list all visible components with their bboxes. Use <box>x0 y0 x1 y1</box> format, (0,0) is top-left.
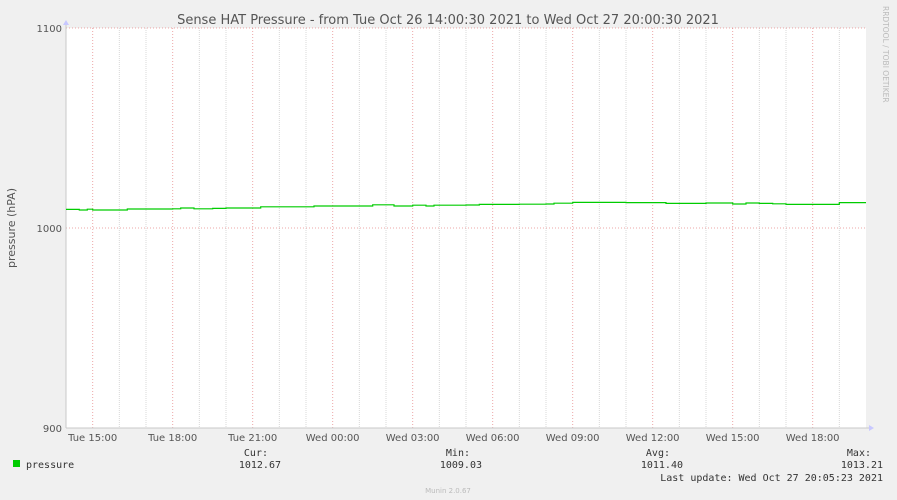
y-tick-label: 1100 <box>37 24 62 35</box>
legend-max-value: 1013.21 <box>841 460 883 471</box>
legend-max-label: Max: <box>847 448 871 459</box>
rrdtool-watermark: RRDTOOL / TOBI OETIKER <box>881 6 890 103</box>
tick-labels: 900 1000 1100 Tue 15:00 Tue 18:00 Tue 21:00 We… <box>37 24 840 444</box>
y-axis-arrow <box>63 20 69 25</box>
series-line-pressure <box>66 201 866 211</box>
grid-lines <box>66 27 866 428</box>
y-axis-label: pressure (hPA) <box>5 188 18 268</box>
x-tick-label: Tue 18:00 <box>147 433 197 444</box>
x-tick-label: Wed 18:00 <box>786 433 840 444</box>
legend-cur-value: 1012.67 <box>239 460 281 471</box>
x-tick-label: Wed 03:00 <box>386 433 440 444</box>
axes <box>63 20 874 431</box>
legend-avg-value: 1011.40 <box>641 460 683 471</box>
series-lines <box>66 201 866 211</box>
y-tick-label: 1000 <box>37 224 62 235</box>
legend-min-label: Min: <box>446 448 470 459</box>
x-tick-label: Wed 06:00 <box>466 433 520 444</box>
x-tick-label: Wed 00:00 <box>306 433 360 444</box>
legend-swatch-pressure <box>13 460 20 467</box>
x-tick-label: Tue 21:00 <box>227 433 277 444</box>
y-tick-label: 900 <box>43 424 62 435</box>
munin-footer: Munin 2.0.67 <box>425 487 471 495</box>
chart-title: Sense HAT Pressure - from Tue Oct 26 14:… <box>177 13 719 28</box>
last-update: Last update: Wed Oct 27 20:05:23 2021 <box>660 473 883 484</box>
legend-label-pressure: pressure <box>26 460 74 471</box>
x-tick-label: Wed 09:00 <box>546 433 600 444</box>
x-tick-label: Tue 15:00 <box>67 433 117 444</box>
legend-avg-label: Avg: <box>646 448 670 459</box>
legend-cur-label: Cur: <box>244 448 268 459</box>
legend-min-value: 1009.03 <box>440 460 482 471</box>
x-tick-label: Wed 15:00 <box>706 433 760 444</box>
x-axis-arrow <box>869 425 874 431</box>
x-tick-label: Wed 12:00 <box>626 433 680 444</box>
